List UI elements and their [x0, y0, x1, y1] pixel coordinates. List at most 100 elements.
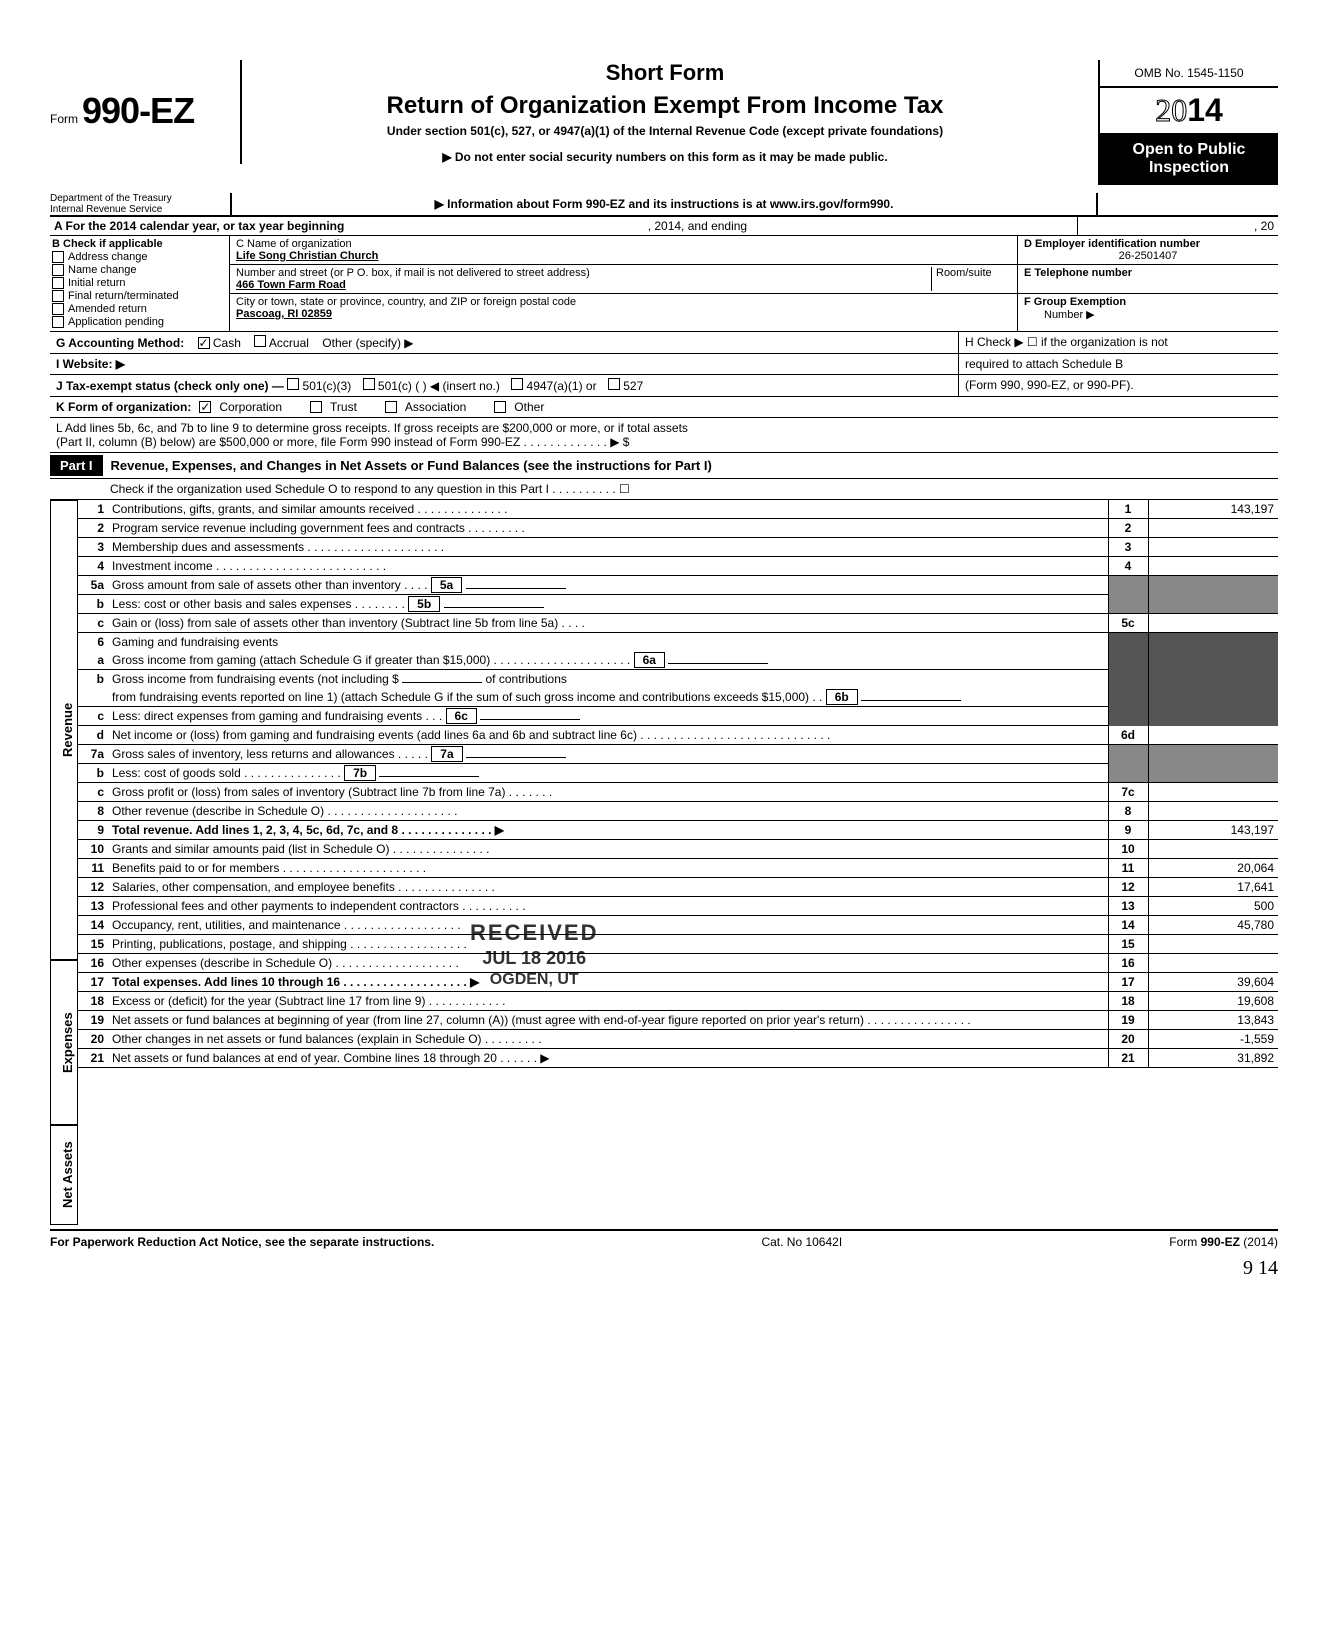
l1-val: 143,197 — [1148, 500, 1278, 519]
info-grid: B Check if applicable Address change Nam… — [50, 236, 1278, 332]
l16-num: 16 — [78, 954, 108, 973]
received-stamp: RECEIVED JUL 18 2016 OGDEN, UT — [470, 920, 598, 989]
l17-val: 39,604 — [1148, 973, 1278, 992]
dept-row: Department of the Treasury Internal Reve… — [50, 193, 1278, 217]
other-label: Other (specify) ▶ — [322, 336, 413, 350]
l4-num: 4 — [78, 557, 108, 576]
opt-insert: ) ◀ (insert no.) — [423, 379, 500, 393]
l7b-desc: Less: cost of goods sold . . . . . . . .… — [108, 764, 1108, 783]
l19-num: 19 — [78, 1011, 108, 1030]
l6-desc: Gaming and fundraising events — [108, 633, 1108, 652]
check-address-change[interactable]: Address change — [52, 251, 227, 263]
l7a-ibox: 7a — [431, 746, 462, 762]
l12-desc: Salaries, other compensation, and employ… — [108, 878, 1108, 897]
l10-desc: Grants and similar amounts paid (list in… — [108, 840, 1108, 859]
l4-box: 4 — [1108, 557, 1148, 576]
l19-box: 19 — [1108, 1011, 1148, 1030]
l6-val-shaded — [1148, 633, 1278, 727]
other-org-label: Other — [514, 400, 544, 414]
section-a-mid: , 2014, and ending — [648, 219, 747, 233]
l7-val-shaded — [1148, 745, 1278, 783]
l20-num: 20 — [78, 1030, 108, 1049]
l6a-num: a — [78, 651, 108, 670]
l5a-num: 5a — [78, 576, 108, 595]
check-527[interactable] — [608, 378, 620, 390]
l7c-desc: Gross profit or (loss) from sales of inv… — [108, 783, 1108, 802]
l6d-num: d — [78, 726, 108, 745]
check-application-pending[interactable]: Application pending — [52, 316, 227, 328]
l5c-num: c — [78, 614, 108, 633]
l20-box: 20 — [1108, 1030, 1148, 1049]
check-name-change[interactable]: Name change — [52, 264, 227, 276]
l5c-desc: Gain or (loss) from sale of assets other… — [108, 614, 1108, 633]
city-row: City or town, state or province, country… — [230, 294, 1017, 322]
header-right-box: OMB No. 1545-1150 20201414 Open to Publi… — [1098, 60, 1278, 185]
l18-box: 18 — [1108, 992, 1148, 1011]
l4-desc: Investment income . . . . . . . . . . . … — [108, 557, 1108, 576]
l8-desc: Other revenue (describe in Schedule O) .… — [108, 802, 1108, 821]
l9-desc: Total revenue. Add lines 1, 2, 3, 4, 5c,… — [108, 821, 1108, 840]
opt-501c3: 501(c)(3) — [303, 379, 352, 393]
section-d: D Employer identification number 26-2501… — [1018, 236, 1278, 265]
check-association[interactable] — [385, 401, 397, 413]
l13-val: 500 — [1148, 897, 1278, 916]
l6b-ibox: 6b — [826, 689, 858, 705]
line-h-label: H Check ▶ ☐ if the organization is not — [965, 335, 1168, 349]
l6b-text2: of contributions — [486, 672, 567, 686]
check-4947[interactable] — [511, 378, 523, 390]
form-label: Form 990-EZ — [50, 60, 230, 132]
l15-desc: Printing, publications, postage, and shi… — [108, 935, 1108, 954]
l8-val — [1148, 802, 1278, 821]
l2-desc: Program service revenue including govern… — [108, 519, 1108, 538]
check-label-4: Amended return — [68, 303, 147, 315]
check-final-return[interactable]: Final return/terminated — [52, 290, 227, 302]
l5c-val — [1148, 614, 1278, 633]
check-trust[interactable] — [310, 401, 322, 413]
section-a-label: A For the 2014 calendar year, or tax yea… — [54, 219, 344, 233]
l10-val — [1148, 840, 1278, 859]
check-corporation[interactable] — [199, 401, 211, 413]
l17-num: 17 — [78, 973, 108, 992]
l5a-desc: Gross amount from sale of assets other t… — [108, 576, 1108, 595]
check-initial-return[interactable]: Initial return — [52, 277, 227, 289]
l6c-num: c — [78, 707, 108, 726]
l21-val: 31,892 — [1148, 1049, 1278, 1068]
check-other-org[interactable] — [494, 401, 506, 413]
check-amended-return[interactable]: Amended return — [52, 303, 227, 315]
l7a-text: Gross sales of inventory, less returns a… — [112, 747, 428, 761]
check-cash[interactable] — [198, 337, 210, 349]
l7-shaded — [1108, 745, 1148, 783]
l14-desc: Occupancy, rent, utilities, and maintena… — [108, 916, 1108, 935]
check-label-2: Initial return — [68, 277, 125, 289]
l7c-num: c — [78, 783, 108, 802]
l15-box: 15 — [1108, 935, 1148, 954]
street-value: 466 Town Farm Road — [236, 279, 931, 291]
group-exemption-label: F Group Exemption — [1024, 296, 1126, 308]
l5c-box: 5c — [1108, 614, 1148, 633]
lines-table: 1Contributions, gifts, grants, and simil… — [78, 500, 1278, 1068]
l10-num: 10 — [78, 840, 108, 859]
l6a-desc: Gross income from gaming (attach Schedul… — [108, 651, 1108, 670]
line-g-h: G Accounting Method: Cash Accrual Other … — [50, 332, 1278, 354]
l16-val — [1148, 954, 1278, 973]
l12-box: 12 — [1108, 878, 1148, 897]
l6a-ibox: 6a — [634, 652, 665, 668]
check-accrual[interactable] — [254, 335, 266, 347]
l5b-ibox: 5b — [408, 596, 440, 612]
l21-box: 21 — [1108, 1049, 1148, 1068]
l3-desc: Membership dues and assessments . . . . … — [108, 538, 1108, 557]
check-501c[interactable] — [363, 378, 375, 390]
l6-num: 6 — [78, 633, 108, 652]
ssn-warning: ▶ Do not enter social security numbers o… — [252, 150, 1078, 164]
l5b-num: b — [78, 595, 108, 614]
assoc-label: Association — [405, 400, 466, 414]
section-f: F Group Exemption Number ▶ — [1018, 294, 1278, 323]
line-l: L Add lines 5b, 6c, and 7b to line 9 to … — [50, 418, 1278, 452]
check-501c3[interactable] — [287, 378, 299, 390]
l13-desc: Professional fees and other payments to … — [108, 897, 1108, 916]
handwritten-text: 9 14 — [1243, 1257, 1278, 1279]
l6c-text: Less: direct expenses from gaming and fu… — [112, 709, 442, 723]
footer: For Paperwork Reduction Act Notice, see … — [50, 1229, 1278, 1249]
l5-shaded — [1108, 576, 1148, 614]
opt-501c: 501(c) ( — [378, 379, 419, 393]
